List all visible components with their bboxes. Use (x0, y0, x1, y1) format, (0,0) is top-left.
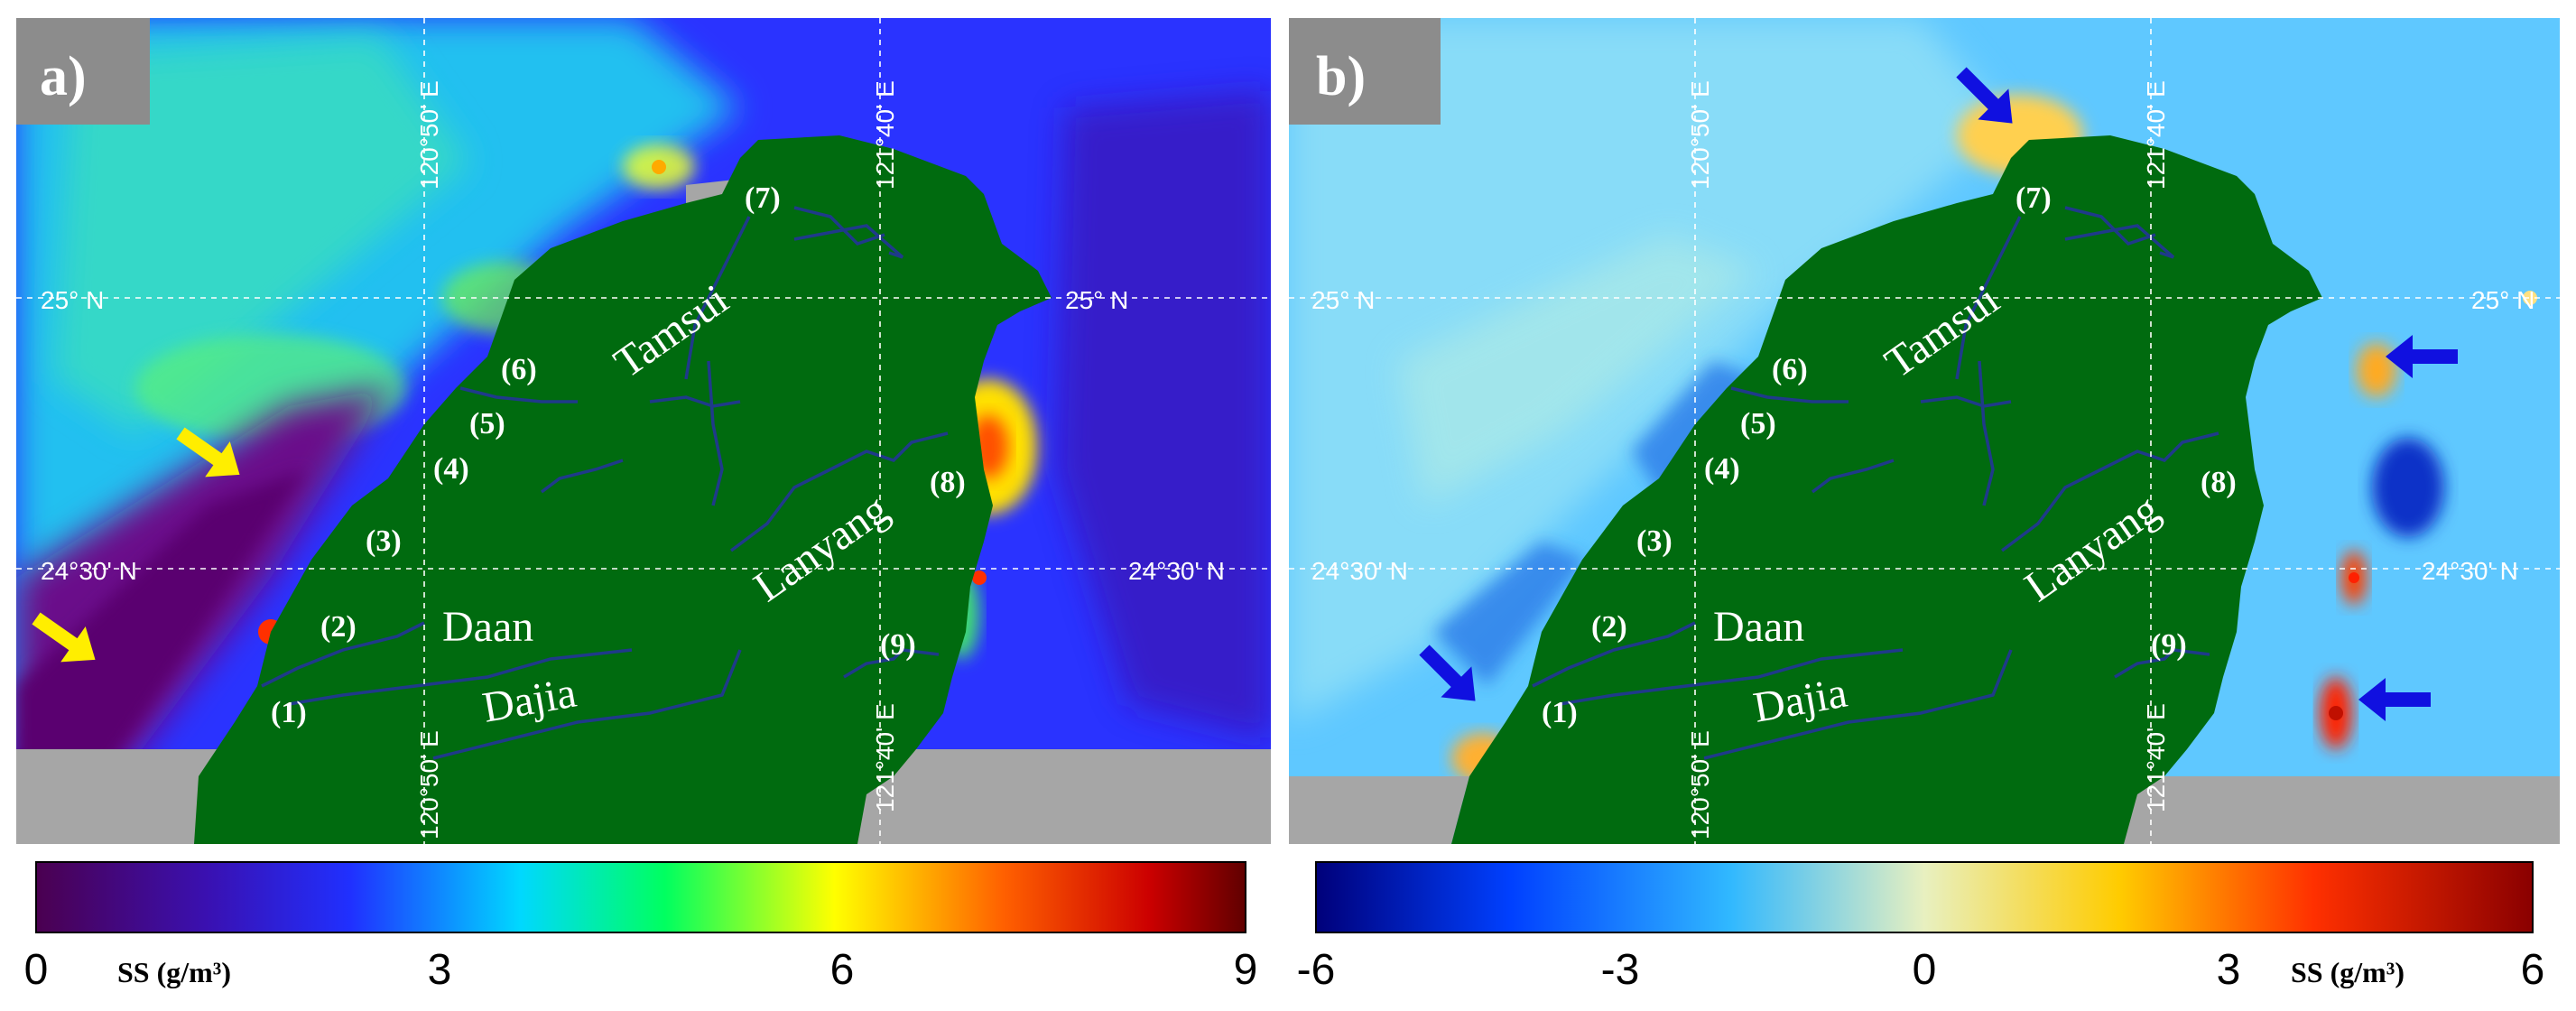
river-mouth-4: (4) (1704, 452, 1740, 486)
lon-label-bottom-right: 121°40' E (871, 703, 899, 812)
lat-label-lower-right: 24°30' N (2422, 557, 2518, 585)
river-mouth-3: (3) (366, 524, 402, 558)
panel-a-figure: 120°50' E 121°40' E 120°50' E 121°40' E … (16, 18, 1271, 994)
sea-surface-ss-field (16, 18, 1271, 844)
arrow-icon (1419, 645, 1476, 701)
graticule (16, 18, 1271, 844)
lon-label-bottom-left: 120°50' E (415, 730, 443, 839)
panel-label: b) (1316, 46, 1366, 107)
river-mouth-1: (1) (1542, 696, 1578, 729)
panel-b-figure: 120°50' E 121°40' E 120°50' E 121°40' E … (1289, 18, 2560, 994)
taiwan-land (1451, 135, 2322, 844)
river-mouth-9: (9) (2151, 628, 2187, 662)
river-mouth-7: (7) (745, 181, 781, 215)
colorbar-tick-9: 9 (1234, 946, 1258, 994)
arrow-icon (2358, 678, 2431, 721)
river-mouth-2: (2) (1591, 610, 1627, 644)
panel-b: 120°50' E 121°40' E 120°50' E 121°40' E … (1289, 0, 2560, 1011)
rivers (1532, 206, 2219, 760)
colorbar-unit-label: SS (g/m³) (2291, 956, 2405, 988)
lon-label-top-left: 120°50' E (1686, 80, 1714, 190)
panel-label-box (1289, 18, 1441, 125)
lon-label-bottom-right: 121°40' E (2142, 703, 2170, 812)
sea-surface-ss-difference-field (1289, 18, 2560, 844)
lon-label-top-right: 121°40' E (2142, 80, 2170, 190)
graticule (1289, 18, 2560, 844)
arrow-icon (176, 427, 240, 478)
lat-label-upper-left: 25° N (1311, 286, 1375, 314)
arrow-icon (2386, 335, 2458, 378)
colorbar-tick-6: 6 (2521, 946, 2545, 994)
lon-label-bottom-left: 120°50' E (1686, 730, 1714, 839)
river-mouth-5: (5) (469, 407, 505, 441)
river-mouth-5: (5) (1740, 407, 1776, 441)
river-mouth-8: (8) (930, 466, 966, 499)
highlight-arrows (1419, 67, 2458, 721)
lat-label-upper-right: 25° N (2471, 286, 2534, 314)
river-mouth-6: (6) (1772, 353, 1808, 386)
lon-label-top-left: 120°50' E (415, 80, 443, 190)
colorbar-tick-3: 3 (2217, 946, 2241, 994)
colorbar (35, 861, 1246, 933)
river-mouth-8: (8) (2201, 466, 2237, 499)
river-mouth-2: (2) (320, 610, 357, 644)
colorbar (1315, 861, 2534, 933)
colorbar-tick-6: 6 (830, 946, 855, 994)
colorbar-tick-0: 0 (1913, 946, 1937, 994)
panel-a: 120°50' E 121°40' E 120°50' E 121°40' E … (0, 0, 1271, 1011)
taiwan-land (194, 135, 1052, 844)
arrow-icon (32, 612, 96, 663)
arrow-icon (1956, 67, 2013, 124)
river-name-daan: Daan (1713, 603, 1804, 651)
river-mouth-6: (6) (501, 353, 537, 386)
colorbar-tick-minus6: -6 (1297, 946, 1336, 994)
highlight-arrows (32, 427, 240, 663)
river-mouth-9: (9) (880, 628, 916, 662)
river-name-daan: Daan (442, 603, 533, 651)
lat-label-upper-left: 25° N (41, 286, 104, 314)
river-mouth-1: (1) (271, 696, 307, 729)
colorbar-tick-0: 0 (24, 946, 49, 994)
colorbar-tick-3: 3 (428, 946, 452, 994)
colorbar-tick-minus3: -3 (1601, 946, 1640, 994)
lat-label-lower-left: 24°30' N (41, 557, 137, 585)
river-mouth-4: (4) (433, 452, 469, 486)
river-mouth-7: (7) (2015, 181, 2052, 215)
rivers (261, 206, 949, 760)
panel-label-box (16, 18, 150, 125)
lon-label-top-right: 121°40' E (871, 80, 899, 190)
colorbar-unit-label: SS (g/m³) (117, 956, 231, 988)
panel-label: a) (40, 46, 87, 107)
lat-label-upper-right: 25° N (1065, 286, 1128, 314)
lat-label-lower-left: 24°30' N (1311, 557, 1408, 585)
lat-label-lower-right: 24°30' N (1128, 557, 1225, 585)
river-mouth-3: (3) (1636, 524, 1673, 558)
